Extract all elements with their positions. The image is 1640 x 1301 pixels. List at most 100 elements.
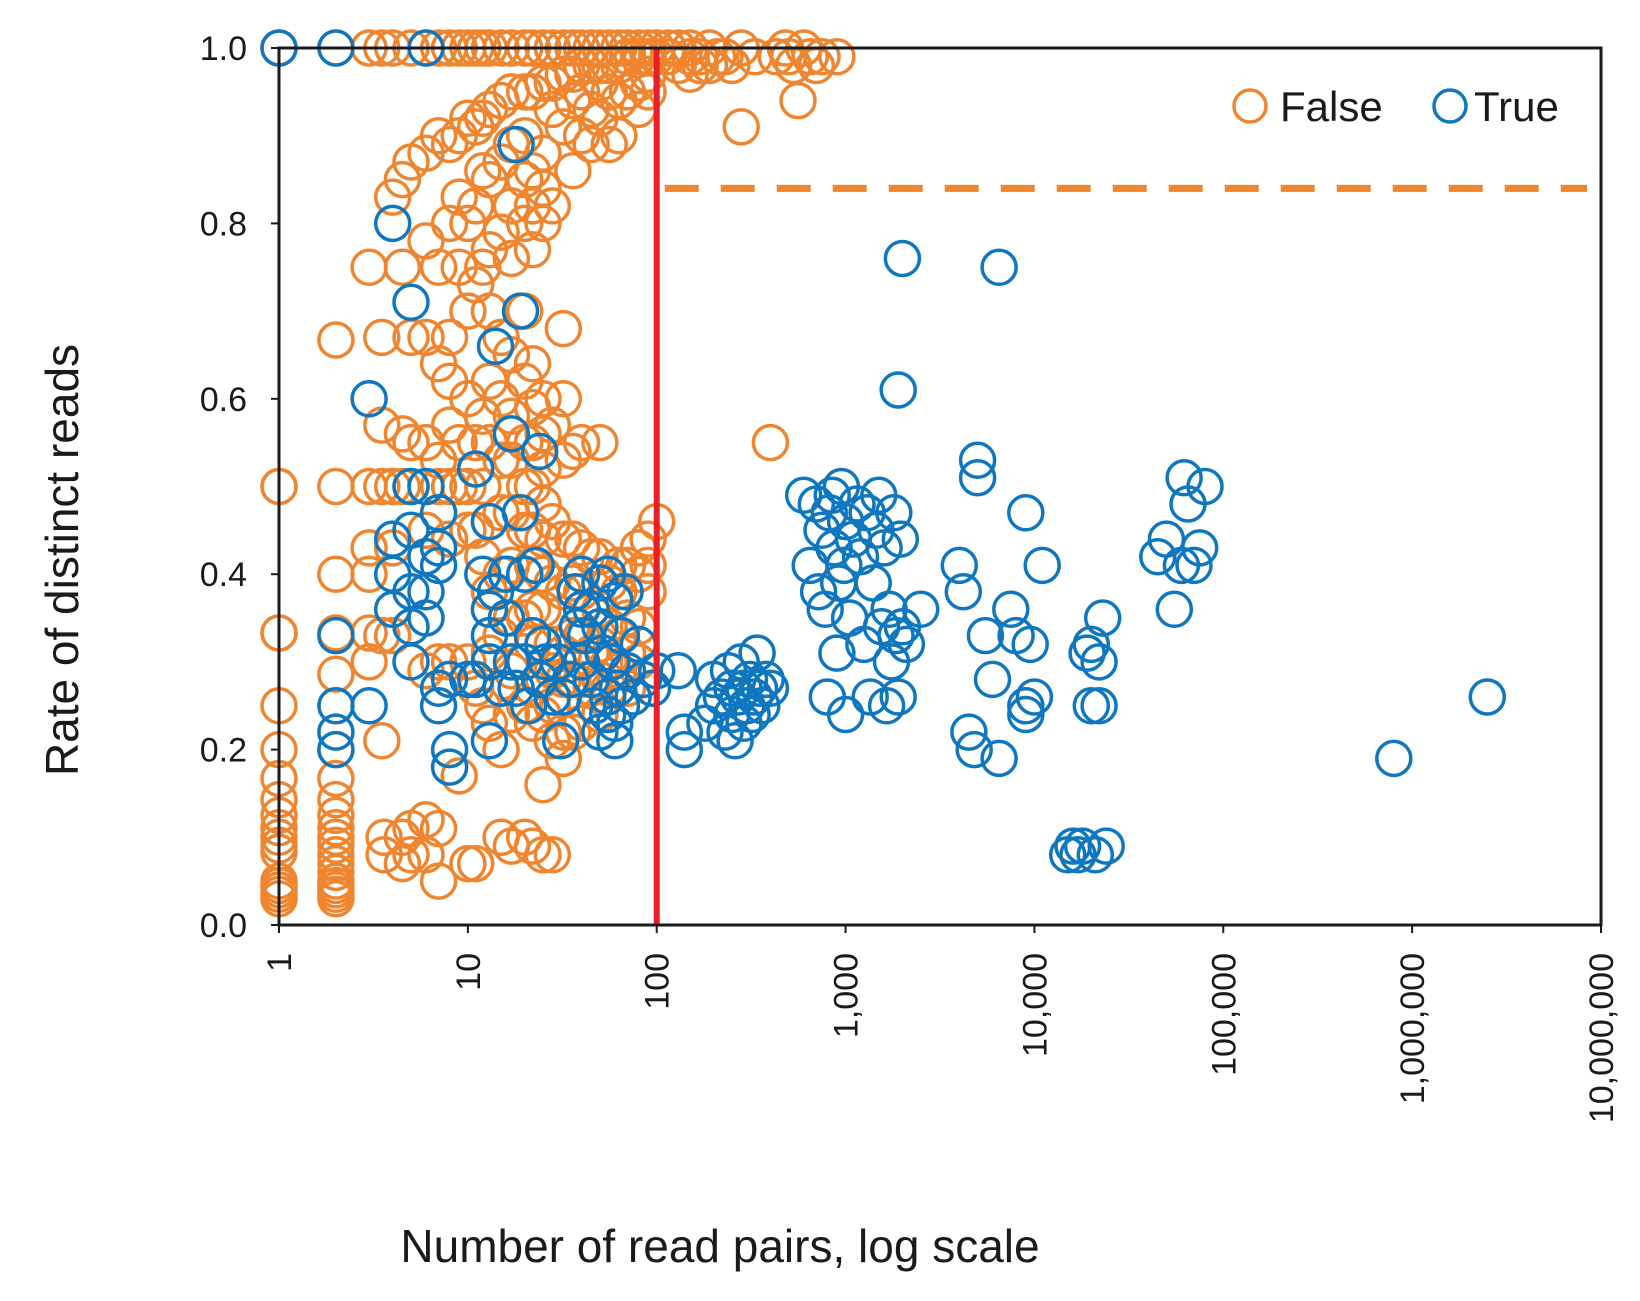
data-point bbox=[1072, 687, 1111, 725]
data-point bbox=[966, 616, 1005, 655]
data-point bbox=[419, 862, 458, 900]
data-point bbox=[363, 616, 401, 655]
x-tick-label: 1,000,000 bbox=[1394, 953, 1432, 1104]
data-point bbox=[383, 467, 422, 506]
data-point bbox=[456, 450, 495, 488]
data-point bbox=[317, 879, 355, 918]
data-point bbox=[600, 116, 638, 155]
data-point bbox=[392, 836, 430, 874]
data-point bbox=[524, 836, 562, 874]
data-point bbox=[363, 467, 401, 506]
data-point bbox=[419, 529, 458, 567]
data-point bbox=[440, 423, 478, 462]
legend-label-true: True bbox=[1474, 83, 1559, 130]
y-tick-label: 1.0 bbox=[200, 30, 247, 68]
data-point bbox=[830, 599, 869, 637]
data-point bbox=[317, 808, 355, 847]
data-point bbox=[505, 204, 544, 243]
data-point bbox=[350, 555, 388, 593]
data-point bbox=[419, 669, 458, 707]
data-point bbox=[799, 572, 838, 611]
y-tick-label: 0.8 bbox=[200, 205, 247, 243]
data-point bbox=[497, 125, 535, 164]
x-axis-ticks: 1 10 100 1,000 10,000 100,000 1,000,000 10,000,… bbox=[261, 925, 1621, 1123]
data-point bbox=[430, 730, 469, 769]
data-point bbox=[1186, 467, 1224, 506]
data-point bbox=[562, 73, 601, 111]
data-point bbox=[875, 494, 913, 532]
data-point bbox=[392, 643, 430, 681]
data-point bbox=[671, 55, 709, 94]
data-point bbox=[509, 687, 548, 725]
data-point bbox=[629, 73, 667, 111]
data-point bbox=[419, 248, 458, 287]
data-point bbox=[1015, 678, 1054, 716]
data-point bbox=[596, 581, 634, 620]
y-tick-label: 0.4 bbox=[200, 556, 247, 594]
data-point bbox=[1468, 678, 1507, 716]
data-point bbox=[317, 713, 355, 751]
data-point bbox=[544, 739, 583, 778]
data-point bbox=[944, 572, 983, 611]
data-point bbox=[492, 415, 531, 453]
data-point bbox=[665, 713, 704, 751]
data-point bbox=[1011, 625, 1049, 664]
data-point bbox=[1007, 695, 1045, 734]
data-point bbox=[533, 187, 572, 225]
legend: False True bbox=[1232, 83, 1559, 130]
x-tick-label: 10,000 bbox=[1016, 953, 1054, 1057]
data-point bbox=[430, 660, 469, 699]
data-point bbox=[392, 423, 430, 462]
data-point bbox=[533, 836, 572, 874]
data-point bbox=[524, 204, 562, 243]
data-point bbox=[513, 344, 552, 383]
data-point bbox=[1007, 687, 1045, 725]
data-point bbox=[517, 546, 555, 585]
data-point bbox=[733, 695, 771, 734]
data-point bbox=[602, 616, 641, 655]
data-point bbox=[590, 73, 628, 111]
data-point bbox=[784, 476, 823, 515]
data-point bbox=[501, 494, 540, 532]
data-point bbox=[350, 529, 388, 567]
data-point bbox=[541, 722, 580, 760]
legend-marker-true bbox=[1432, 88, 1468, 124]
data-point bbox=[470, 590, 509, 629]
reference-lines bbox=[653, 48, 1587, 925]
data-point bbox=[958, 441, 997, 479]
data-point bbox=[456, 423, 495, 462]
data-point bbox=[383, 248, 422, 287]
data-point bbox=[464, 248, 502, 287]
data-point bbox=[1023, 546, 1061, 585]
data-point bbox=[430, 318, 469, 357]
data-point bbox=[470, 722, 509, 760]
data-point bbox=[791, 38, 829, 76]
data-point bbox=[572, 125, 610, 164]
data-point bbox=[430, 204, 469, 243]
data-point bbox=[544, 108, 583, 146]
data-point bbox=[419, 687, 458, 725]
data-point bbox=[501, 292, 540, 330]
data-point bbox=[973, 660, 1012, 699]
data-point bbox=[482, 213, 520, 251]
data-point bbox=[1155, 590, 1194, 629]
data-point bbox=[544, 520, 583, 558]
data-point bbox=[854, 564, 892, 602]
data-point bbox=[419, 546, 458, 585]
data-point bbox=[392, 467, 430, 506]
data-point bbox=[317, 614, 355, 652]
y-tick-label: 0.2 bbox=[200, 732, 247, 770]
data-point bbox=[1139, 537, 1177, 576]
x-tick-label: 1,000 bbox=[828, 953, 866, 1038]
data-point bbox=[464, 152, 502, 190]
data-point bbox=[602, 687, 641, 725]
data-point bbox=[867, 687, 906, 725]
points-layer bbox=[260, 29, 1507, 918]
data-point bbox=[449, 467, 487, 506]
x-tick-label: 100,000 bbox=[1205, 953, 1243, 1076]
data-point bbox=[505, 555, 544, 593]
legend-marker-false bbox=[1232, 88, 1268, 124]
data-point bbox=[513, 230, 552, 269]
data-point bbox=[383, 844, 422, 883]
data-point bbox=[365, 818, 403, 857]
